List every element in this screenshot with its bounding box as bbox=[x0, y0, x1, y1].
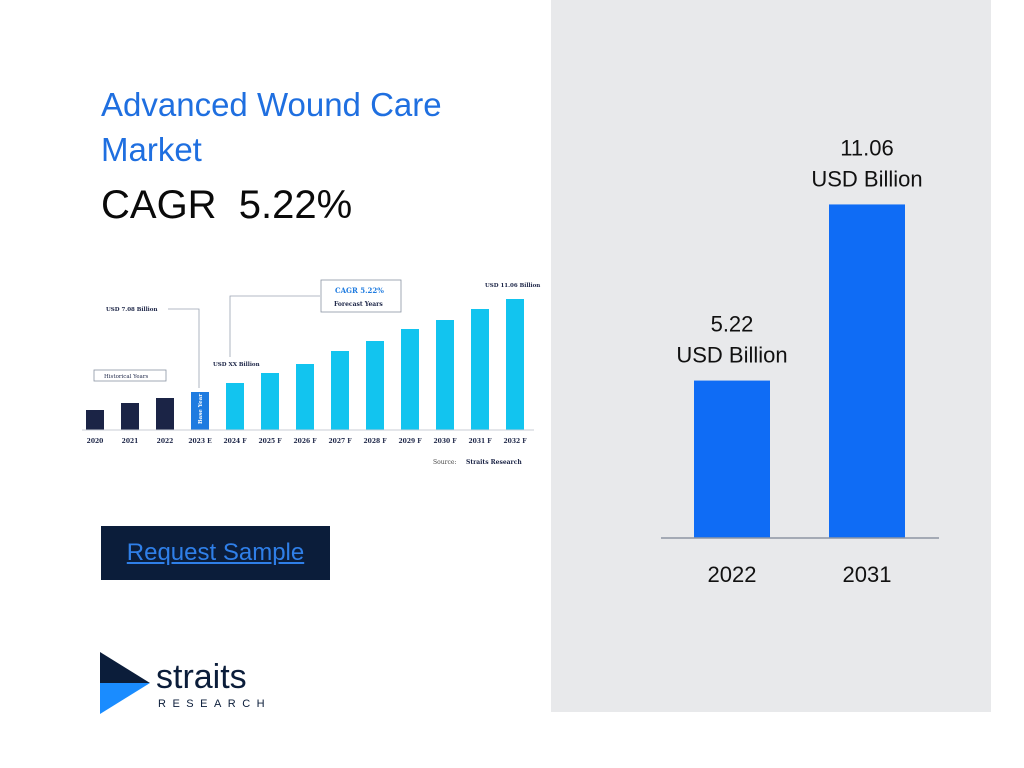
source-name: Straits Research bbox=[466, 459, 522, 466]
mini-bar-2032-f bbox=[506, 299, 524, 430]
historical-years-label: Historical Years bbox=[104, 374, 148, 380]
mini-tick-label: 2032 F bbox=[503, 438, 527, 445]
start-value-pointer bbox=[168, 308, 200, 388]
mini-tick-label: 2020 bbox=[87, 438, 104, 445]
mini-bar-2029-f bbox=[401, 329, 419, 430]
data-label-unit-2022: USD Billion bbox=[676, 343, 787, 368]
logo-subtitle: RESEARCH bbox=[158, 698, 272, 710]
logo-mark-icon bbox=[100, 652, 150, 714]
forecast-years-label: Forecast Years bbox=[334, 301, 383, 308]
mini-bar-2026-f bbox=[296, 364, 314, 430]
source-prefix: Source: bbox=[433, 459, 456, 466]
mini-bar-2024-f bbox=[226, 383, 244, 430]
mini-bar-2025-f bbox=[261, 373, 279, 430]
mini-bar-2021 bbox=[121, 403, 139, 430]
mini-tick-label: 2030 F bbox=[433, 438, 457, 445]
mini-tick-label: 2021 bbox=[122, 438, 139, 445]
start-value-label: USD 7.08 Billion bbox=[106, 307, 157, 313]
straits-research-logo: straits RESEARCH bbox=[100, 652, 270, 714]
market-size-panel: 5.22 USD Billion 2022 11.06 USD Billion 2031 bbox=[551, 0, 991, 712]
mini-bar-2022 bbox=[156, 398, 174, 430]
mini-bar-2030-f bbox=[436, 320, 454, 430]
mini-tick-label: 2028 F bbox=[363, 438, 387, 445]
base-year-label: Base Year bbox=[198, 394, 204, 424]
market-size-chart: 5.22 USD Billion 2022 11.06 USD Billion 2031 bbox=[661, 135, 939, 587]
logo-wordmark: straits bbox=[156, 658, 247, 696]
forecast-pointer bbox=[229, 295, 320, 357]
data-label-unit-2031: USD Billion bbox=[811, 166, 922, 191]
tick-label-2031: 2031 bbox=[843, 562, 892, 587]
mini-bar-2020 bbox=[86, 410, 104, 430]
mini-tick-label: 2027 F bbox=[328, 438, 352, 445]
tick-label-2022: 2022 bbox=[708, 562, 757, 587]
data-label-value-2022: 5.22 bbox=[711, 312, 754, 337]
mini-tick-label: 2029 F bbox=[398, 438, 422, 445]
mini-tick-label: 2022 bbox=[157, 438, 174, 445]
page-title: Advanced Wound Care Market bbox=[101, 86, 442, 168]
market-growth-chart-svg: Base Year 2020 2021 2022 2023 E 2024 F 2025 F… bbox=[82, 279, 540, 466]
request-sample-button[interactable]: Request Sample bbox=[101, 526, 330, 580]
mini-tick-label: 2031 F bbox=[468, 438, 492, 445]
bar-2022 bbox=[694, 380, 770, 538]
historical-years-box bbox=[93, 369, 167, 382]
market-growth-chart: Base Year 2020 2021 2022 2023 E 2024 F 2025 F… bbox=[80, 270, 550, 480]
mini-tick-label: 2023 E bbox=[188, 438, 212, 445]
mini-bar-2027-f bbox=[331, 351, 349, 430]
mid-value-label: USD XX Billion bbox=[213, 362, 260, 368]
mini-tick-label: 2026 F bbox=[293, 438, 317, 445]
cagr-headline: CAGR 5.22% bbox=[101, 183, 353, 227]
cagr-callout: CAGR 5.22% bbox=[335, 286, 384, 295]
mini-bar-2023-e bbox=[191, 392, 209, 430]
mini-bar-2028-f bbox=[366, 341, 384, 430]
bar-2031 bbox=[829, 204, 905, 538]
mini-bar-2031-f bbox=[471, 309, 489, 430]
mini-tick-label: 2025 F bbox=[258, 438, 282, 445]
mini-tick-label: 2024 F bbox=[223, 438, 247, 445]
data-label-value-2031: 11.06 bbox=[840, 135, 893, 160]
cagr-callout-box bbox=[320, 279, 402, 313]
end-value-label: USD 11.06 Billion bbox=[485, 283, 540, 289]
